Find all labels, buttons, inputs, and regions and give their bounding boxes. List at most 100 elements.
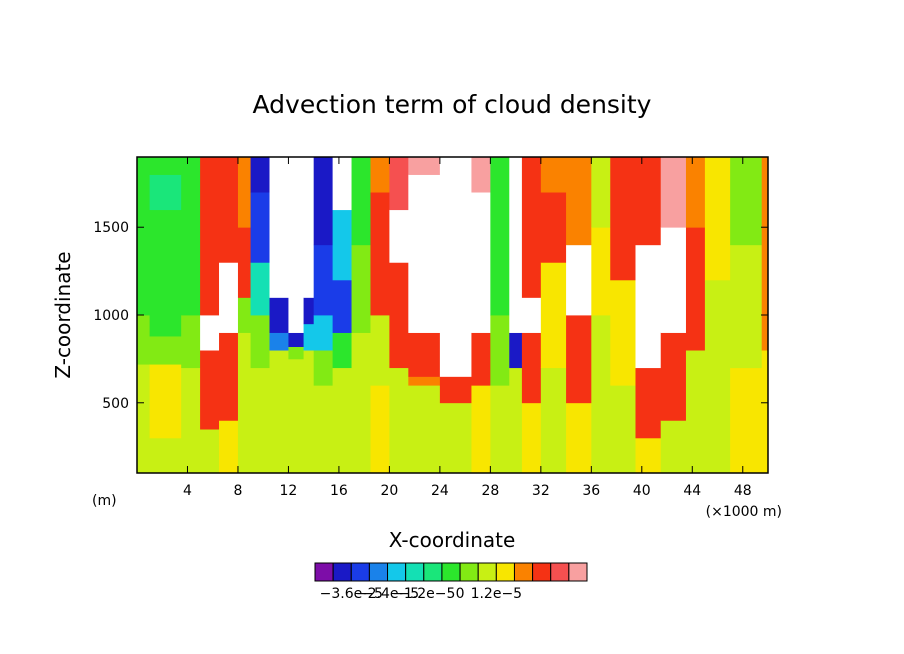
colorbar-swatch [405,562,425,582]
colorbar-swatch [350,562,370,582]
x-tick-label: 28 [481,483,499,499]
heatmap-cell [219,262,239,333]
heatmap-cell [181,367,201,474]
colorbar-tick-label: 0 [456,586,465,602]
heatmap-cell [610,157,636,281]
heatmap-cell [610,385,636,474]
heatmap-cell [200,429,220,474]
heatmap-cell [250,262,270,316]
heatmap-cell [660,157,687,228]
heatmap-cell [303,350,315,474]
colorbar-labels: −3.6e−5−2.4e−5−1.2e−5 0 1.2e−5 [320,586,522,602]
heatmap-cell [389,367,409,474]
heatmap-cell [704,279,731,474]
heatmap-cell [439,157,472,377]
x-tick-label: 12 [280,483,298,499]
heatmap-cell [181,157,201,316]
heatmap-cell [521,297,542,333]
heatmap-cell [269,332,289,351]
heatmap-cell [540,157,567,193]
heatmap-cell [408,174,441,333]
heatmap-cell [389,262,409,369]
colorbar-tick-label: −3.6e−5 [320,586,383,602]
heatmap-cell [303,323,315,351]
heatmap-cell [660,227,687,333]
heatmap-cell [685,350,706,474]
heatmap-cell [288,346,304,360]
heatmap-cell [566,315,592,404]
heatmap-cell [303,297,315,325]
heatmap-cell [250,157,270,193]
heatmap-cell [149,174,182,211]
x-tick-label: 32 [532,483,550,499]
colorbar-tick-label: −1.2e−5 [392,586,455,602]
heatmap-cell [660,332,687,421]
heatmap-cell [408,385,441,474]
y-tick-label: 1000 [93,308,129,324]
heatmap-cell [332,332,352,369]
heatmap-cell [439,376,472,404]
heatmap-cell [660,420,687,474]
heatmap-cell [237,157,251,228]
heatmap-cell [313,315,334,351]
heatmap-cell [490,385,510,474]
heatmap-cell [332,157,352,211]
heatmap-cell [219,332,239,421]
x-tick-label: 24 [431,483,449,499]
heatmap-cell [509,332,523,369]
heatmap-cell [269,157,289,298]
heatmap-cell [269,350,289,474]
colorbar-swatch [387,562,407,582]
heatmap-cell [351,332,371,474]
heatmap-cell [540,367,567,474]
x-tick-label: 36 [582,483,600,499]
heatmap-cell [250,367,270,474]
heatmap-cell [250,192,270,263]
colorbar-swatch [332,562,352,582]
heatmap-cell [685,227,706,351]
x-tick-label: 20 [380,483,398,499]
colorbar-swatch [314,562,334,582]
y-tick-label: 500 [102,396,129,412]
colorbar-swatch [532,562,552,582]
colorbar-swatch [513,562,534,582]
heatmap-cell [635,244,662,369]
heatmap-cell [219,420,239,474]
heatmap-cell [509,157,523,333]
heatmap-cell [408,376,441,386]
heatmap-cell [181,315,201,369]
colorbar-swatch [459,562,479,582]
heatmap-cell [313,350,334,386]
heatmap-cell [332,367,352,474]
x-tick-label: 44 [683,483,701,499]
x-tick-label: 40 [633,483,651,499]
heatmap-cell [288,358,304,474]
heatmap-cell [591,315,611,474]
colorbar-tick-label: −2.4e−5 [356,586,419,602]
colorbar-swatch [368,562,389,582]
heatmap-cell [137,315,151,365]
colorbar-swatch [477,562,497,582]
heatmap-cell [730,157,763,246]
heatmap-cell [389,209,409,263]
heatmap-cell [540,192,567,263]
heatmap-cell [521,332,542,404]
heatmap-cell [540,262,567,369]
heatmap-cell [471,192,491,333]
heatmap-cell [566,244,592,316]
heatmap-cell [635,367,662,439]
heatmap-cell [351,157,371,246]
heatmap-cell [730,367,763,474]
chart-title: Advection term of cloud density [253,90,652,119]
heatmap-cell [370,315,390,386]
colorbar-swatch [441,562,461,582]
heatmap-cell [149,437,182,474]
heatmap-cell [303,157,315,298]
heatmap-cell [635,157,662,246]
heatmap-cell [351,244,371,333]
heatmap-cell [149,364,182,439]
x-tick-label: 16 [330,483,348,499]
heatmap-cell [288,332,304,347]
heatmap-cell [389,157,409,211]
heatmap-cell [269,297,289,333]
